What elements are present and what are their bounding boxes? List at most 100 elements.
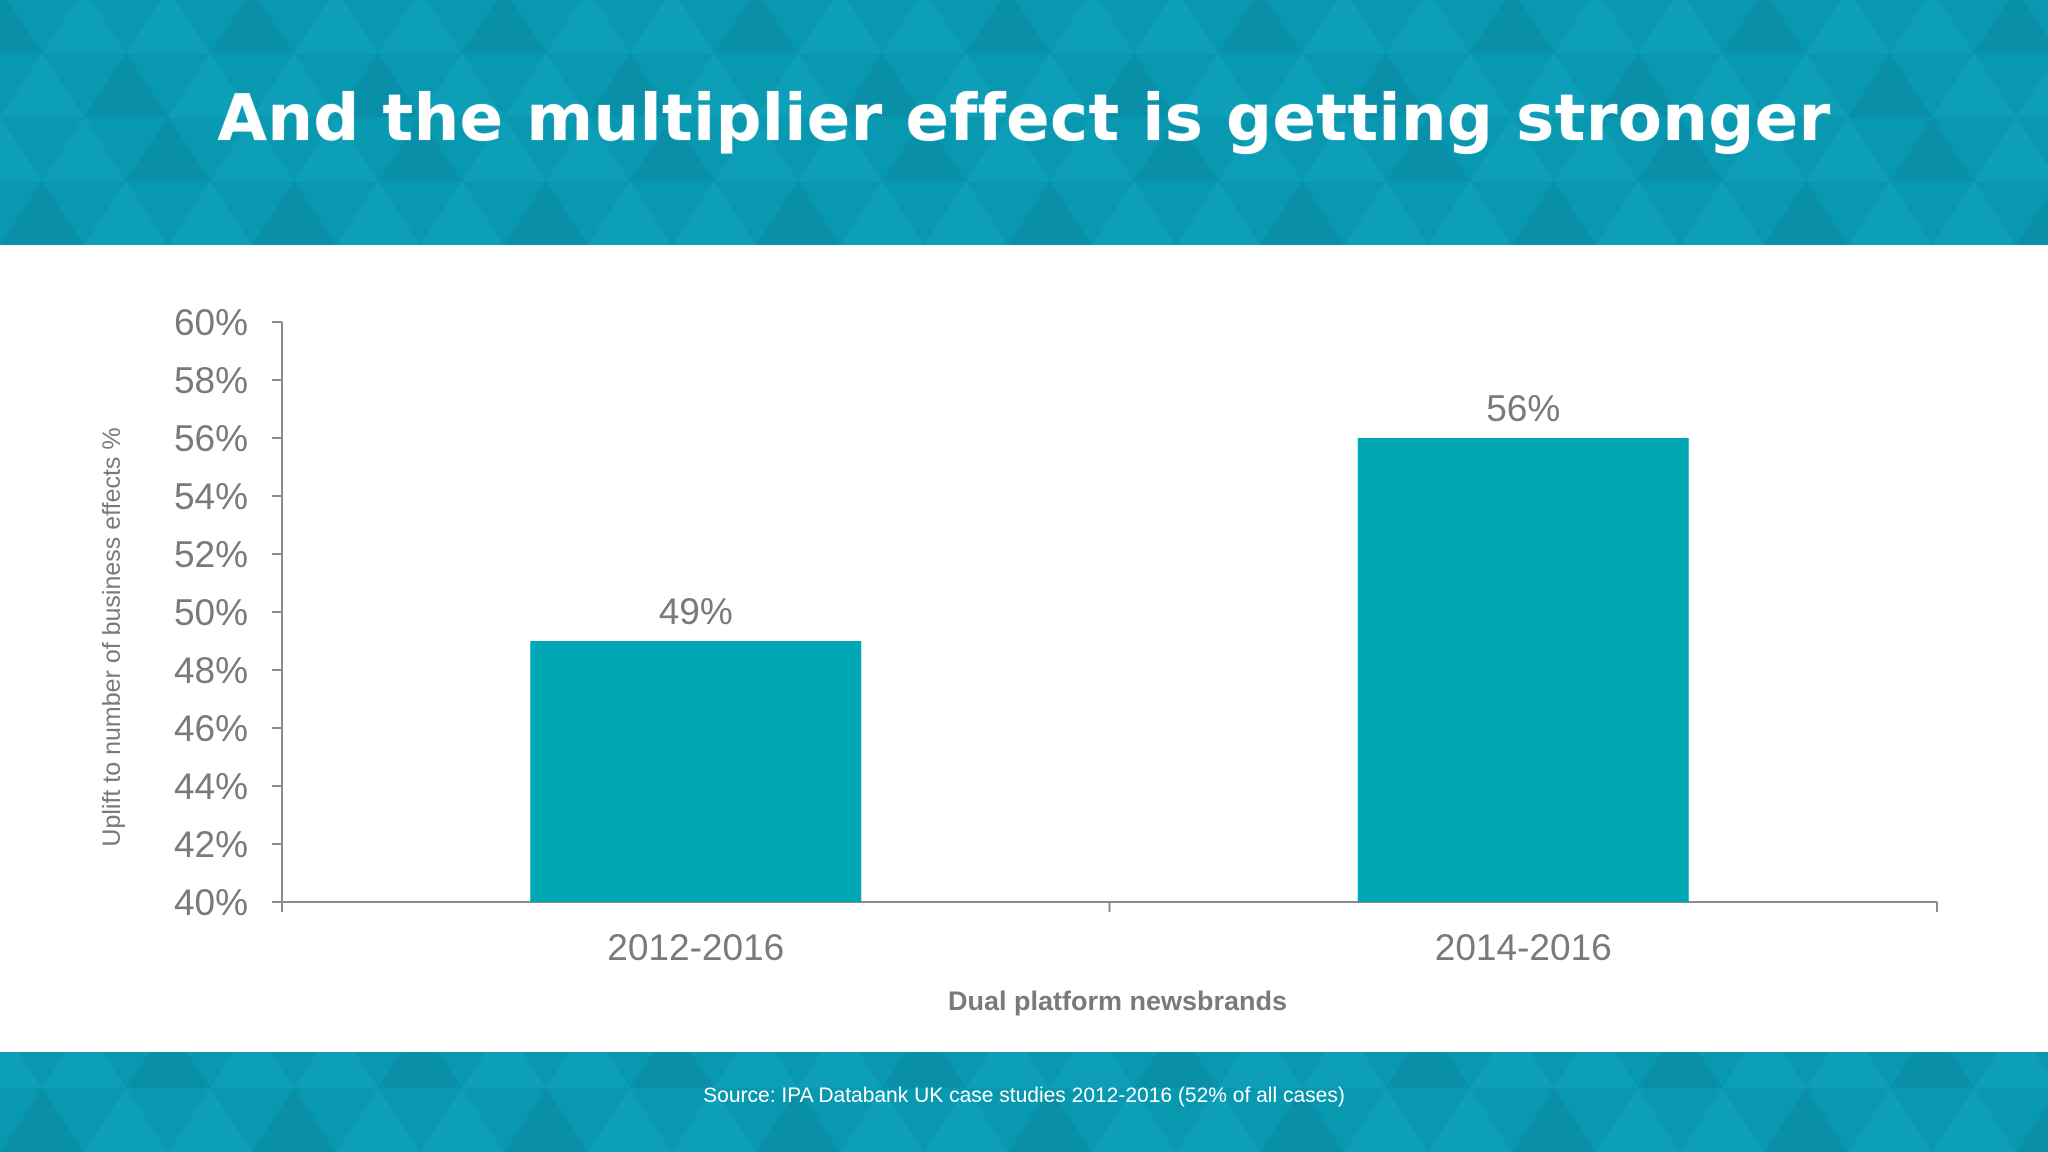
x-axis-title: Dual platform newsbrands [948, 986, 1287, 1016]
pattern-triangle [42, 1052, 126, 1088]
pattern-triangle [42, 0, 126, 53]
pattern-triangle [1092, 53, 1176, 117]
pattern-triangle [1134, 117, 1218, 181]
pattern-triangle [420, 1088, 504, 1152]
pattern-triangle [1806, 1052, 1890, 1088]
pattern-triangle [378, 117, 462, 181]
bar-chart: 40% 42% 44% 46% 48% 50% 52% 54% 56% 58% 60% 2012-2… [98, 302, 1938, 1016]
footer-triangle-pattern [0, 1052, 2048, 1152]
pattern-triangle [2016, 196, 2048, 245]
pattern-triangle [84, 53, 168, 117]
pattern-triangle [1428, 53, 1512, 117]
pattern-triangle [1260, 181, 1344, 245]
pattern-triangle [1302, 1052, 1386, 1088]
y-tick-label: 42% [174, 824, 248, 865]
x-tick-label: 2012-2016 [607, 927, 784, 968]
pattern-triangle [1764, 1088, 1848, 1152]
bar-data-label: 56% [1486, 388, 1560, 429]
pattern-triangle [0, 53, 84, 117]
pattern-triangle [1848, 181, 1932, 245]
pattern-triangle [42, 117, 126, 181]
pattern-triangle [630, 117, 714, 181]
pattern-triangle [1470, 0, 1554, 53]
y-tick-label: 48% [174, 650, 248, 691]
x-axis: 2012-2016 2014-2016 [281, 901, 1938, 968]
pattern-triangle [0, 1088, 84, 1152]
pattern-triangle [1554, 1052, 1638, 1088]
pattern-triangle [1932, 1088, 2016, 1152]
bar-2012-2016 [530, 641, 862, 902]
pattern-triangle [210, 1052, 294, 1088]
pattern-triangle [294, 1052, 378, 1088]
pattern-triangle [840, 181, 924, 245]
pattern-triangle [1050, 0, 1134, 53]
pattern-triangle [924, 53, 1008, 117]
pattern-triangle [0, 0, 42, 53]
pattern-triangle [1092, 181, 1176, 245]
pattern-triangle [798, 117, 882, 181]
pattern-triangle [168, 181, 252, 245]
pattern-triangle [1722, 0, 1806, 53]
pattern-triangle [714, 1052, 798, 1088]
pattern-triangle [1806, 117, 1890, 181]
pattern-triangle [1596, 181, 1680, 245]
pattern-triangle [1596, 53, 1680, 117]
pattern-triangle [1932, 181, 2016, 245]
pattern-triangle [252, 181, 336, 245]
pattern-triangle [378, 1052, 462, 1088]
pattern-triangle [462, 0, 546, 53]
pattern-triangle [756, 53, 840, 117]
pattern-triangle [126, 0, 210, 53]
pattern-triangle [1008, 1088, 1092, 1152]
pattern-triangle [1218, 1052, 1302, 1088]
slide-title: And the multiplier effect is getting str… [217, 82, 1831, 156]
pattern-triangle [546, 0, 630, 53]
y-tick-label: 40% [174, 882, 248, 923]
pattern-triangle [798, 1052, 882, 1088]
pattern-triangle [1722, 117, 1806, 181]
pattern-triangle [1302, 0, 1386, 53]
y-axis: 40% 42% 44% 46% 48% 50% 52% 54% 56% 58% 60% [174, 302, 283, 923]
pattern-triangle [168, 1088, 252, 1152]
pattern-triangle [1554, 0, 1638, 53]
pattern-triangle [714, 0, 798, 53]
pattern-triangle [1890, 117, 1974, 181]
source-note: Source: IPA Databank UK case studies 201… [703, 1084, 1345, 1107]
y-tick-label: 58% [174, 360, 248, 401]
pattern-triangle [462, 117, 546, 181]
pattern-triangle [1176, 53, 1260, 117]
pattern-triangle [1680, 181, 1764, 245]
pattern-triangle [1512, 1088, 1596, 1152]
pattern-triangle [672, 1088, 756, 1152]
pattern-triangle [252, 53, 336, 117]
pattern-triangle [462, 1052, 546, 1088]
y-tick-label: 50% [174, 592, 248, 633]
pattern-triangle [84, 1088, 168, 1152]
y-tick-label: 54% [174, 476, 248, 517]
pattern-triangle [420, 181, 504, 245]
pattern-triangle [714, 117, 798, 181]
pattern-triangle [588, 181, 672, 245]
pattern-triangle [1092, 1088, 1176, 1152]
pattern-triangle [1470, 117, 1554, 181]
pattern-triangle [1512, 53, 1596, 117]
pattern-triangle [1470, 1052, 1554, 1088]
pattern-triangle [1260, 1088, 1344, 1152]
y-tick-label: 46% [174, 708, 248, 749]
pattern-triangle [630, 1052, 714, 1088]
pattern-triangle [1974, 117, 2048, 181]
pattern-triangle [1638, 0, 1722, 53]
pattern-triangle [0, 1052, 42, 1088]
pattern-triangle [84, 181, 168, 245]
y-axis-title: Uplift to number of business effects % [98, 427, 126, 846]
pattern-triangle [126, 1052, 210, 1088]
pattern-triangle [126, 117, 210, 181]
pattern-triangle [336, 53, 420, 117]
pattern-triangle [252, 1088, 336, 1152]
pattern-triangle [1344, 53, 1428, 117]
pattern-triangle [1554, 117, 1638, 181]
pattern-triangle [294, 0, 378, 53]
pattern-triangle [966, 117, 1050, 181]
pattern-triangle [756, 181, 840, 245]
pattern-triangle [1386, 0, 1470, 53]
